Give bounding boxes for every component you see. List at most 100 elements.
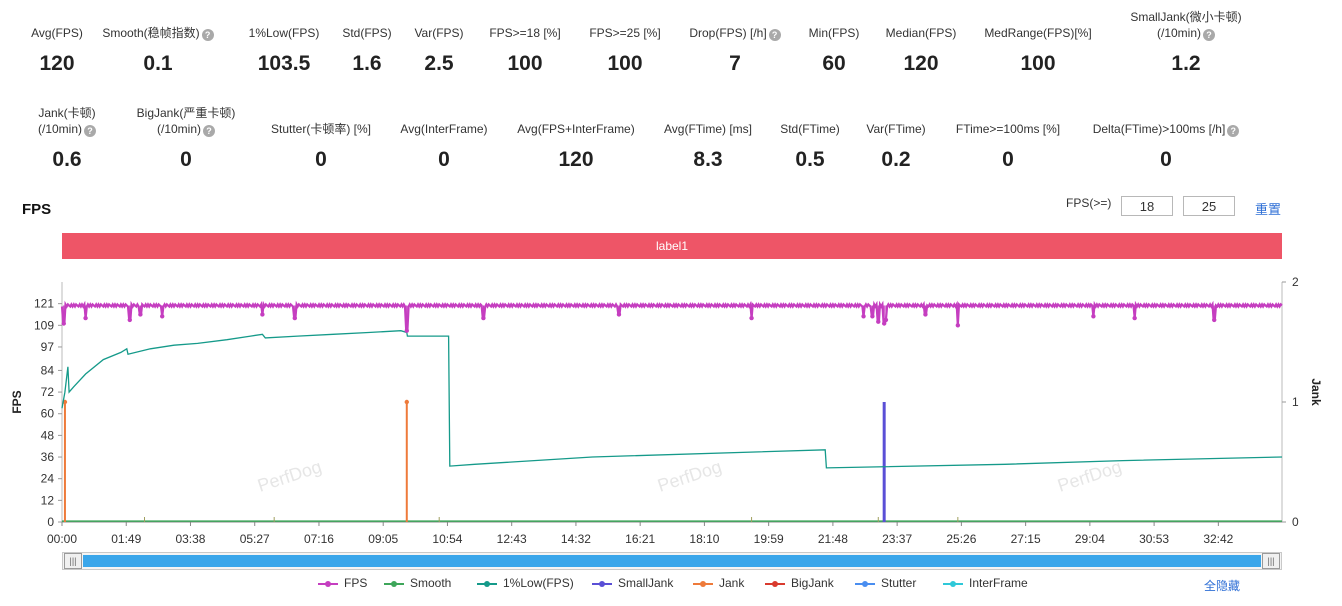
y-tick-label-left: 60 <box>41 407 55 421</box>
stat-label-text: Std(FTime) <box>780 122 840 136</box>
stat-fps-ge-25: FPS>=25 [%] 100 <box>540 25 710 76</box>
fps-dip-point <box>127 317 132 323</box>
stat-value: 1.2 <box>1171 52 1201 75</box>
stat-value: 0.2 <box>881 148 911 171</box>
help-icon[interactable]: ? <box>1203 29 1215 41</box>
time-range-scrollbar[interactable]: ||| ||| <box>62 552 1282 570</box>
scrollbar-range-fill[interactable] <box>83 555 1261 567</box>
stat-unit-text: (/10min) <box>37 122 82 136</box>
legend-swatch-dot <box>862 580 868 587</box>
help-icon[interactable]: ? <box>201 29 214 41</box>
stats-panel: Avg(FPS) 120 Smooth(稳帧指数)? 0.1 1%Low(FPS) 103… <box>0 0 1342 190</box>
stat-delta-ftime: Delta(FTime)>100ms [/h]? 0 <box>1081 121 1251 172</box>
fps-threshold-input-2[interactable] <box>1183 196 1235 216</box>
stat-label: Jank(卡顿) <box>0 105 152 121</box>
help-icon[interactable]: ? <box>1227 125 1240 137</box>
fps-dip-point <box>616 312 622 317</box>
stat-label: Std(FTime) <box>725 121 895 137</box>
legend-item-interframe[interactable]: InterFrame <box>943 576 1028 590</box>
legend-item-stutter[interactable]: Stutter <box>855 576 916 590</box>
legend-item-smooth[interactable]: Smooth <box>384 576 451 590</box>
stat-label: Delta(FTime)>100ms [/h]? <box>1081 121 1251 137</box>
legend-item-jank[interactable]: Jank <box>693 576 744 590</box>
stat-value: 0 <box>438 148 450 171</box>
stat-label-text: Min(FPS) <box>808 26 860 40</box>
stat-label-text: FPS>=25 [%] <box>589 26 661 40</box>
scrollbar-left-handle[interactable]: ||| <box>64 553 82 569</box>
jank-spike-point <box>404 399 409 405</box>
stat-label: Drop(FPS) [/h]? <box>650 25 820 41</box>
stat-value: 0.6 <box>52 148 82 171</box>
stat-value: 120 <box>558 148 594 171</box>
fps-chart: PerfDogPerfDogPerfDogPerfDogPerfDogPerfD… <box>10 275 1323 546</box>
fps-dip-point <box>138 312 143 317</box>
x-tick-label: 16:21 <box>625 532 655 546</box>
stat-label-text: MedRange(FPS)[%] <box>984 26 1092 40</box>
stat-label: Std(FPS) <box>282 25 452 41</box>
stat-avg-fps: Avg(FPS) 120 <box>0 25 142 76</box>
legend-item-low1[interactable]: 1%Low(FPS) <box>477 576 574 590</box>
series-fps-line <box>60 300 1283 332</box>
help-icon[interactable]: ? <box>84 125 96 137</box>
help-icon[interactable]: ? <box>203 125 215 137</box>
stat-unit-text: (/10min) <box>1156 26 1201 40</box>
fps-threshold-label: FPS(>=) <box>1066 196 1112 210</box>
stat-value: 0.1 <box>143 52 173 75</box>
fps-dip-point <box>1091 314 1096 319</box>
stat-label-text: Avg(FPS) <box>31 26 83 40</box>
stat-avg-fps-interframe: Avg(FPS+InterFrame) 120 <box>491 121 661 172</box>
x-tick-label: 19:59 <box>754 532 784 546</box>
y-tick-label-left: 48 <box>41 428 55 442</box>
hide-all-button[interactable]: 全隐藏 <box>1204 579 1241 593</box>
fps-dip-point <box>876 319 881 324</box>
legend-item-smalljank[interactable]: SmallJank <box>592 576 673 590</box>
stat-label-text: 1%Low(FPS) <box>248 26 320 40</box>
stat-ftime-ge-100: FTime>=100ms [%] 0 <box>923 121 1093 172</box>
legend-label: 1%Low(FPS) <box>503 576 574 590</box>
legend-swatch <box>855 579 875 589</box>
x-tick-label: 29:04 <box>1075 532 1105 546</box>
stat-stutter: Stutter(卡顿率) [%] 0 <box>236 121 406 172</box>
stat-label-unit: (/10min)? <box>1101 25 1271 41</box>
stat-label-text: Drop(FPS) [/h] <box>689 26 767 40</box>
legend-label: Smooth <box>410 576 452 590</box>
stat-avg-ftime: Avg(FTime) [ms] 8.3 <box>623 121 793 172</box>
stat-value: 0.5 <box>795 148 825 171</box>
stat-value: 100 <box>607 52 643 75</box>
stat-label-text: Jank(卡顿) <box>38 106 96 120</box>
x-tick-label: 05:27 <box>240 532 270 546</box>
label-bar[interactable]: label1 <box>62 233 1282 259</box>
legend-item-fps[interactable]: FPS <box>318 576 367 590</box>
x-tick-label: 00:00 <box>47 532 77 546</box>
stat-label: BigJank(严重卡顿) <box>101 105 271 121</box>
stat-label-text: SmallJank(微小卡顿) <box>1130 10 1242 24</box>
stat-label: Var(FTime) <box>811 121 981 137</box>
legend-item-bigjank[interactable]: BigJank <box>765 576 834 590</box>
fps-dip-point <box>481 315 486 321</box>
reset-button[interactable]: 重置 <box>1255 202 1282 217</box>
fps-threshold-input-1[interactable] <box>1121 196 1173 216</box>
stat-low1-fps: 1%Low(FPS) 103.5 <box>199 25 369 76</box>
stat-label-text: Avg(FPS+InterFrame) <box>517 122 635 136</box>
help-icon[interactable]: ? <box>768 29 781 41</box>
scrollbar-right-handle[interactable]: ||| <box>1262 553 1280 569</box>
fps-dip-point <box>870 314 875 319</box>
fps-dip-point <box>1212 317 1217 323</box>
y-tick-label-left: 24 <box>41 472 55 486</box>
legend-label: FPS <box>344 576 368 590</box>
stat-value: 0 <box>180 148 192 171</box>
y-tick-label-left: 97 <box>41 340 55 354</box>
stat-label: Min(FPS) <box>749 25 919 41</box>
fps-dip-point <box>861 314 866 319</box>
stat-value: 100 <box>507 52 543 75</box>
legend-swatch-dot <box>772 580 778 587</box>
stat-value: 2.5 <box>424 52 454 75</box>
stat-value: 0 <box>315 148 327 171</box>
stat-label: 1%Low(FPS) <box>199 25 369 41</box>
y-axis-title-left: FPS <box>10 390 24 413</box>
stat-label: FTime>=100ms [%] <box>923 121 1093 137</box>
series-1low-line <box>61 330 1283 469</box>
fps-dip-point <box>955 323 961 328</box>
fps-dip-point <box>292 315 298 321</box>
stat-value: 0 <box>1160 148 1172 171</box>
